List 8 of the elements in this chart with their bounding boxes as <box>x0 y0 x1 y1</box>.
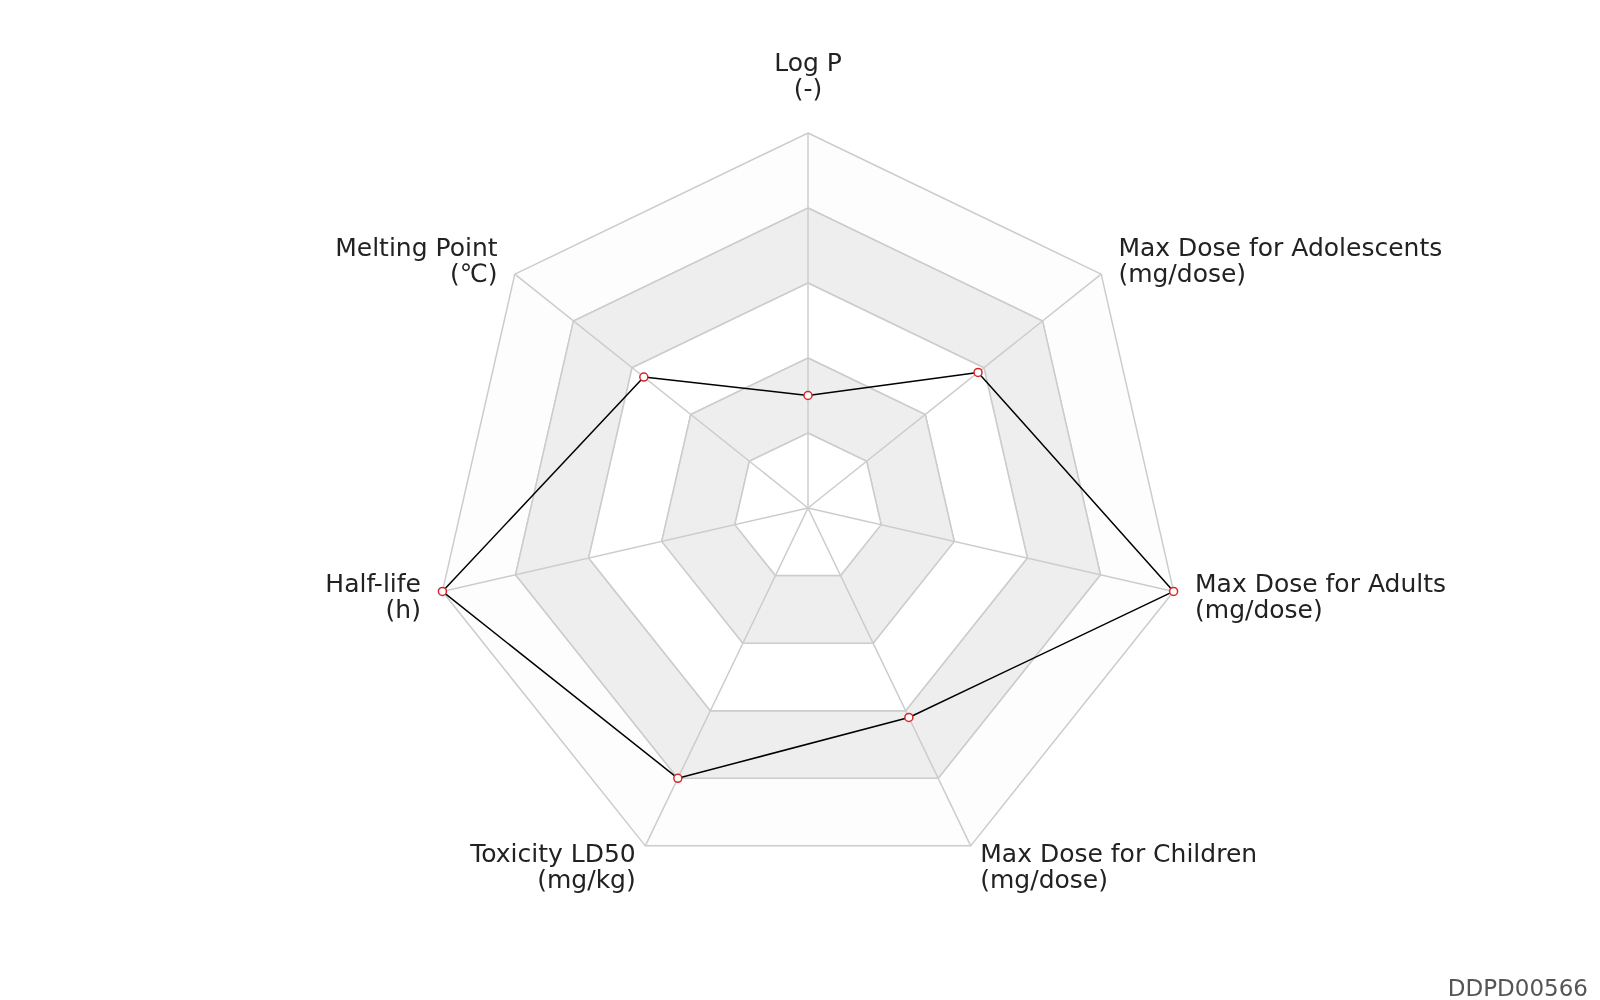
spoke-label: Max Dose for Adults (mg/dose) <box>1195 569 1447 625</box>
text: DDPD00566 <box>1447 975 1588 1000</box>
spoke-label: Melting Point (℃) <box>335 233 498 289</box>
spoke-label: Max Dose for Adolescents (mg/dose) <box>1118 233 1443 289</box>
spoke-label: Half-life (h) <box>325 569 421 625</box>
spoke-label: Max Dose for Children (mg/dose) <box>980 838 1258 894</box>
spoke-label: Toxicity LD50 (mg/kg) <box>469 838 636 894</box>
spoke-label: Log P (-) <box>774 48 842 103</box>
